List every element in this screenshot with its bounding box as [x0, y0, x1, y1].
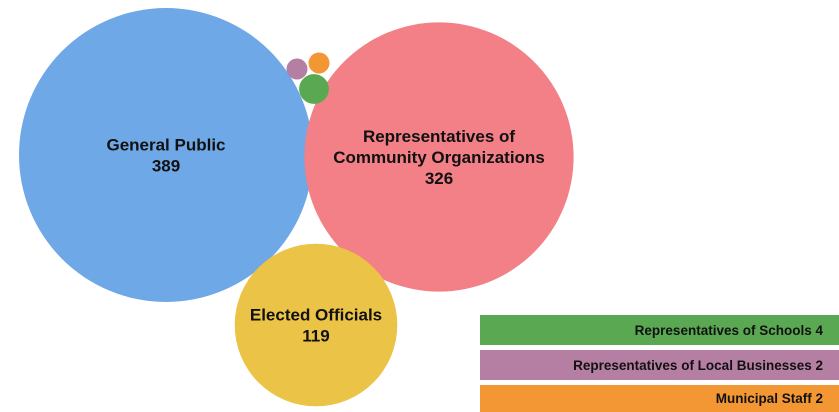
- bubble-general-public: [19, 8, 313, 302]
- legend-item-municipal-staff: Municipal Staff 2: [480, 385, 839, 412]
- legend-label-local-businesses: Representatives of Local Businesses 2: [573, 357, 823, 373]
- bubble-label-community-organizations-0: Representatives of: [363, 127, 515, 146]
- legend-item-local-businesses: Representatives of Local Businesses 2: [480, 350, 839, 380]
- bubble-label-general-public-0: General Public: [106, 136, 225, 155]
- bubble-municipal-staff: [308, 52, 330, 74]
- legend-item-schools: Representatives of Schools 4: [480, 315, 839, 345]
- bubble-label-community-organizations-1: Community Organizations: [333, 148, 545, 167]
- bubble-label-elected-officials-0: Elected Officials: [250, 306, 382, 325]
- bubble-label-general-public-1: 389: [152, 157, 180, 176]
- bubble-community-organizations: [304, 22, 574, 292]
- bubble-local-businesses: [286, 58, 308, 80]
- legend-label-municipal-staff: Municipal Staff 2: [715, 391, 823, 406]
- bubble-elected-officials: [234, 243, 398, 407]
- bubble-schools: [299, 74, 329, 104]
- bubble-label-community-organizations-2: 326: [425, 169, 453, 188]
- legend-label-schools: Representatives of Schools 4: [634, 322, 823, 338]
- bubble-label-elected-officials-1: 119: [302, 327, 329, 346]
